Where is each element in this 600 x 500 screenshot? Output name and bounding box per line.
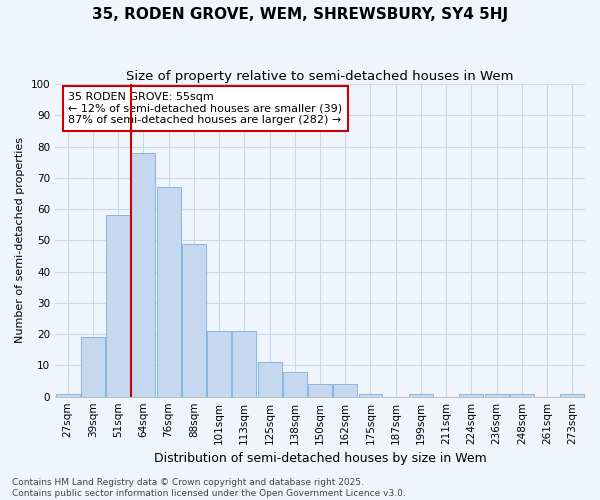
Bar [81,338,105,396]
Y-axis label: Number of semi-detached properties: Number of semi-detached properties [15,138,25,344]
Text: 35 RODEN GROVE: 55sqm
← 12% of semi-detached houses are smaller (39)
87% of semi: 35 RODEN GROVE: 55sqm ← 12% of semi-deta… [68,92,343,125]
Bar [283,372,307,396]
X-axis label: Distribution of semi-detached houses by size in Wem: Distribution of semi-detached houses by … [154,452,487,465]
Title: Size of property relative to semi-detached houses in Wem: Size of property relative to semi-detach… [126,70,514,83]
Text: 35, RODEN GROVE, WEM, SHREWSBURY, SY4 5HJ: 35, RODEN GROVE, WEM, SHREWSBURY, SY4 5H… [92,8,508,22]
Bar [460,394,484,396]
Bar [257,362,281,396]
Bar [333,384,357,396]
Bar [409,394,433,396]
Bar [56,394,80,396]
Bar [308,384,332,396]
Bar [106,216,130,396]
Bar [207,331,231,396]
Text: Contains HM Land Registry data © Crown copyright and database right 2025.
Contai: Contains HM Land Registry data © Crown c… [12,478,406,498]
Bar [485,394,509,396]
Bar [510,394,534,396]
Bar [359,394,382,396]
Bar [131,153,155,396]
Bar [560,394,584,396]
Bar [157,188,181,396]
Bar [182,244,206,396]
Bar [232,331,256,396]
